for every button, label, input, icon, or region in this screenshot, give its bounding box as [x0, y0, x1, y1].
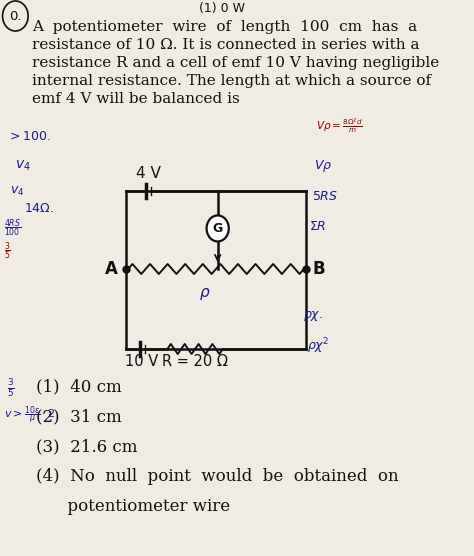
Text: (1)  40 cm: (1) 40 cm	[36, 378, 122, 395]
Text: $\frac{4RS}{100}$: $\frac{4RS}{100}$	[4, 217, 22, 239]
Text: resistance of 10 Ω. It is connected in series with a: resistance of 10 Ω. It is connected in s…	[32, 38, 420, 52]
Text: internal resistance. The length at which a source of: internal resistance. The length at which…	[32, 74, 431, 88]
Text: A  potentiometer  wire  of  length  100  cm  has  a: A potentiometer wire of length 100 cm ha…	[32, 20, 418, 34]
Text: 4 V: 4 V	[136, 166, 161, 181]
Text: $\Sigma R$: $\Sigma R$	[309, 220, 327, 232]
Circle shape	[207, 215, 229, 241]
Text: (3)  21.6 cm: (3) 21.6 cm	[36, 438, 137, 455]
Text: $v_4$: $v_4$	[10, 185, 25, 197]
Text: (2)  31 cm: (2) 31 cm	[36, 408, 122, 425]
Text: (4)  No  null  point  would  be  obtained  on: (4) No null point would be obtained on	[36, 468, 399, 485]
Text: $14\Omega.$: $14\Omega.$	[24, 201, 54, 215]
Text: emf 4 V will be balanced is: emf 4 V will be balanced is	[32, 92, 240, 106]
Text: $5RS$: $5RS$	[311, 190, 337, 202]
Text: $v_4$: $v_4$	[15, 159, 31, 173]
Text: $V\rho$: $V\rho$	[314, 158, 332, 174]
Text: $\rho$: $\rho$	[199, 286, 210, 302]
Text: $\rho\chi.$: $\rho\chi.$	[303, 309, 323, 323]
Text: $v>\frac{10\varepsilon}{\mu}\cdot 2$: $v>\frac{10\varepsilon}{\mu}\cdot 2$	[4, 405, 56, 428]
Text: A: A	[105, 260, 118, 278]
Text: $\frac{3}{5}$: $\frac{3}{5}$	[4, 240, 11, 262]
Text: $V\rho=\frac{8\Omega^2d}{m}$: $V\rho=\frac{8\Omega^2d}{m}$	[316, 117, 363, 135]
Text: R = 20 Ω: R = 20 Ω	[162, 354, 228, 369]
Text: $\frac{3}{5}$: $\frac{3}{5}$	[7, 377, 14, 399]
Text: (1) 0 W: (1) 0 W	[199, 2, 245, 15]
Text: 10 V: 10 V	[125, 354, 158, 369]
Text: G: G	[212, 222, 223, 235]
Text: potentiometer wire: potentiometer wire	[36, 498, 230, 515]
Text: $\rho\chi^2$: $\rho\chi^2$	[307, 336, 330, 356]
Text: B: B	[312, 260, 325, 278]
Text: 0.: 0.	[9, 9, 22, 22]
Text: $>100.$: $>100.$	[7, 130, 51, 142]
Text: resistance R and a cell of emf 10 V having negligible: resistance R and a cell of emf 10 V havi…	[32, 56, 440, 70]
